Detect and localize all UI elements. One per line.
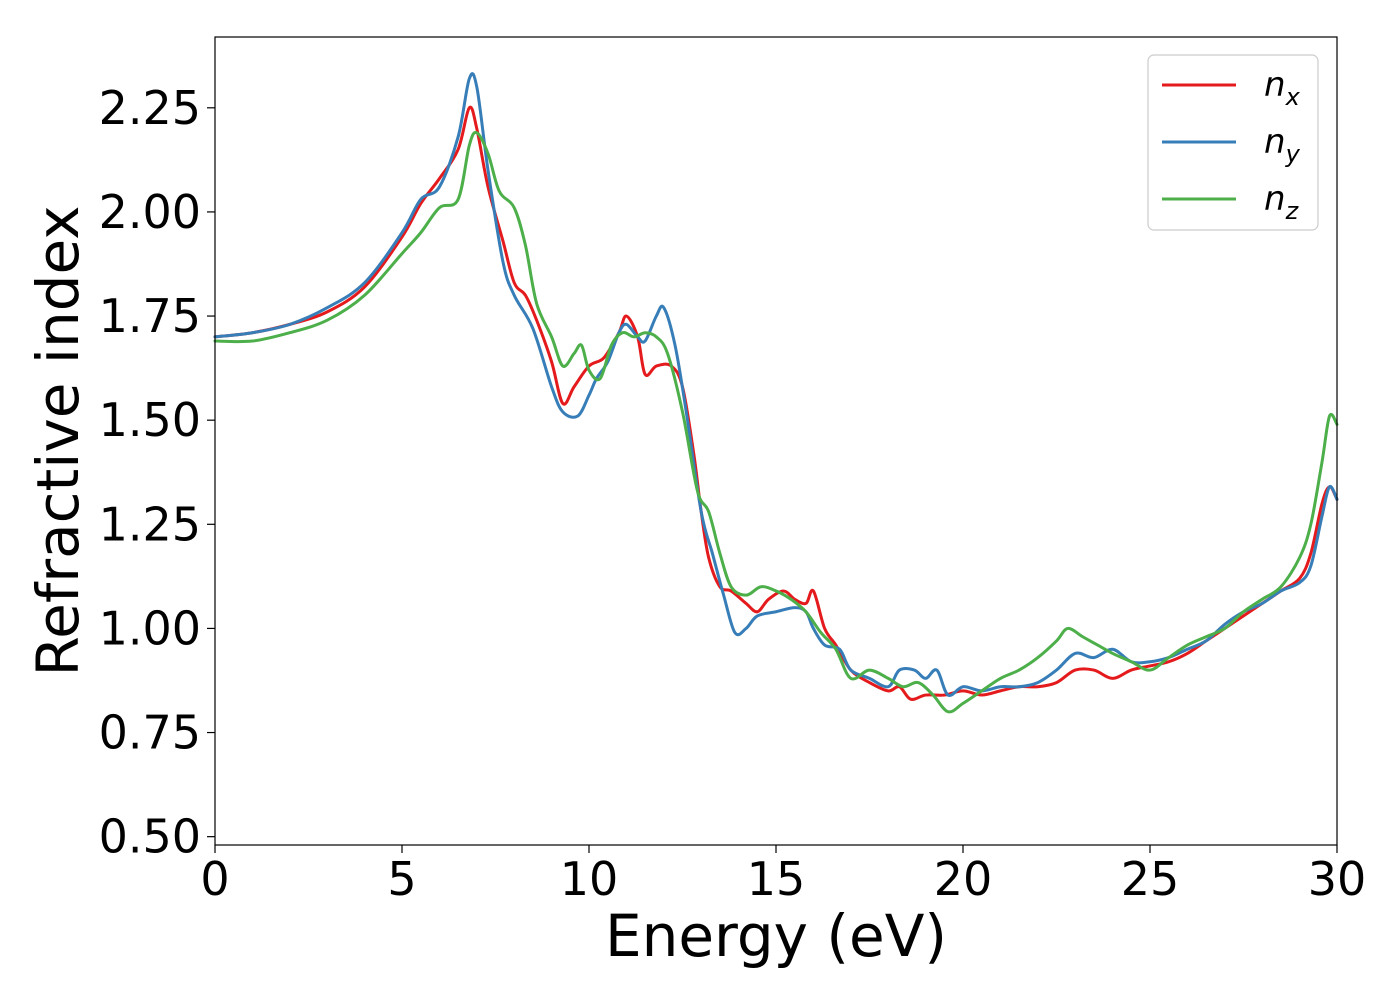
x-tick-label: 10 [560, 852, 619, 906]
y-tick-label: 1.00 [99, 601, 201, 655]
y-tick-label: 0.50 [99, 810, 201, 864]
x-tick-label: 25 [1121, 852, 1180, 906]
legend-label-subscript: x [1285, 83, 1301, 111]
y-tick-label: 0.75 [99, 706, 201, 760]
series-line-n-z [213, 130, 1339, 714]
series-line-n-y [213, 72, 1339, 697]
x-axis-title: Energy (eV) [605, 902, 947, 970]
series-line-n-x [213, 105, 1339, 701]
y-tick-label: 1.25 [99, 497, 201, 551]
y-axis-ticks: 0.50 0.75 1.00 1.25 1.50 1.75 2.00 2.25 [99, 81, 215, 864]
x-tick-label: 30 [1308, 852, 1367, 906]
x-tick-label: 0 [200, 852, 229, 906]
y-tick-label: 2.25 [99, 81, 201, 135]
x-tick-label: 15 [747, 852, 806, 906]
y-tick-label: 1.50 [99, 393, 201, 447]
legend-label-subscript: y [1285, 140, 1301, 168]
x-axis-ticks: 0 5 10 15 20 25 30 [200, 845, 1366, 906]
x-tick-label: 20 [934, 852, 993, 906]
y-tick-label: 1.75 [99, 289, 201, 343]
legend-label-subscript: z [1285, 197, 1300, 225]
y-axis-title: Refractive index [24, 205, 92, 676]
x-tick-label: 5 [387, 852, 416, 906]
y-tick-label: 2.00 [99, 185, 201, 239]
legend-label-n-y: ny [1264, 122, 1301, 168]
series-layer [213, 72, 1339, 714]
